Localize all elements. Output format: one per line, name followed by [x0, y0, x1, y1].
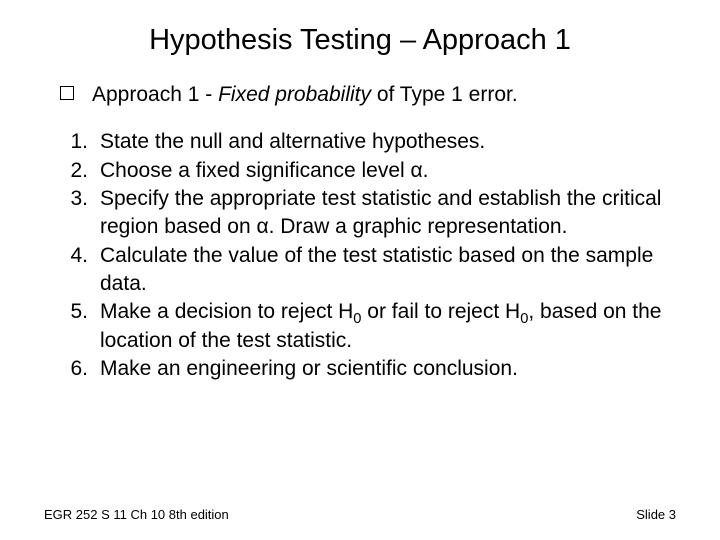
footer-right: Slide 3 — [636, 507, 676, 522]
list-item: 2. Choose a fixed significance level α. — [66, 157, 676, 185]
step-number: 2. — [66, 157, 100, 185]
step-text: Calculate the value of the test statisti… — [100, 242, 676, 299]
step-number: 5. — [66, 298, 100, 326]
step-number: 3. — [66, 185, 100, 213]
intro-suffix: of Type 1 error. — [371, 83, 518, 106]
square-bullet-icon — [60, 86, 74, 100]
step-text: Choose a fixed significance level α. — [100, 157, 676, 185]
step-text: Specify the appropriate test statistic a… — [100, 185, 676, 242]
intro-text: Approach 1 - Fixed probability of Type 1… — [92, 81, 518, 108]
slide-footer: EGR 252 S 11 Ch 10 8th edition Slide 3 — [0, 507, 720, 522]
footer-left: EGR 252 S 11 Ch 10 8th edition — [44, 507, 229, 522]
list-item: 5. Make a decision to reject H0 or fail … — [66, 298, 676, 355]
step-number: 1. — [66, 128, 100, 156]
step-text: Make a decision to reject H0 or fail to … — [100, 298, 676, 355]
list-item: 4. Calculate the value of the test stati… — [66, 242, 676, 299]
list-item: 6. Make an engineering or scientific con… — [66, 355, 676, 383]
intro-prefix: Approach 1 - — [92, 83, 218, 106]
step-text: Make an engineering or scientific conclu… — [100, 355, 676, 383]
step-number: 4. — [66, 242, 100, 270]
list-item: 3. Specify the appropriate test statisti… — [66, 185, 676, 242]
steps-list: 1. State the null and alternative hypoth… — [44, 128, 676, 383]
intro-bullet: Approach 1 - Fixed probability of Type 1… — [44, 81, 676, 108]
step-number: 6. — [66, 355, 100, 383]
step-text: State the null and alternative hypothese… — [100, 128, 676, 156]
slide-title: Hypothesis Testing – Approach 1 — [44, 24, 676, 57]
intro-emphasis: Fixed probability — [218, 83, 371, 106]
list-item: 1. State the null and alternative hypoth… — [66, 128, 676, 156]
